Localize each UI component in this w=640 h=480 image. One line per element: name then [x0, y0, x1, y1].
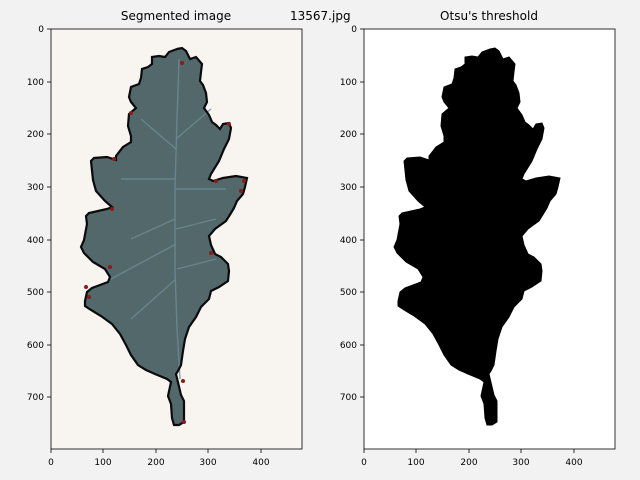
otsu-x-tick-label: 300: [512, 458, 529, 468]
segmented-y-tick-label: 500: [27, 288, 44, 298]
segmented-y-tick-label: 700: [27, 393, 44, 403]
segmented-image-panel: [50, 28, 303, 450]
otsu-y-tick-labels: 0 100 200 300 400 500 600 700: [340, 25, 357, 403]
otsu-y-tick-label: 400: [340, 236, 357, 246]
panel-title-otsu: Otsu's threshold: [440, 9, 538, 23]
otsu-image-panel: [363, 28, 616, 450]
segmented-y-tick-label: 100: [27, 78, 44, 88]
otsu-axes-frame: [363, 28, 616, 450]
otsu-y-tick-label: 200: [340, 130, 357, 140]
segmented-x-tick-label: 300: [199, 458, 216, 468]
segmented-x-tick-labels: 0 100 200 300 400: [48, 458, 270, 468]
segmented-y-axis: [47, 28, 51, 398]
otsu-x-tick-label: 0: [361, 458, 367, 468]
figure-title: 13567.jpg: [290, 9, 351, 23]
panel-title-segmented: Segmented image: [120, 9, 232, 23]
otsu-y-tick-label: 600: [340, 341, 357, 351]
otsu-y-tick-label: 700: [340, 393, 357, 403]
otsu-y-tick-label: 300: [340, 183, 357, 193]
segmented-y-tick-label: 600: [27, 341, 44, 351]
otsu-y-tick-label: 100: [340, 78, 357, 88]
segmented-x-tick-label: 0: [48, 458, 54, 468]
segmented-y-tick-labels: 0 100 200 300 400 500 600 700: [27, 25, 44, 403]
segmented-x-tick-label: 100: [94, 458, 111, 468]
leaf-veins: [110, 58, 226, 380]
otsu-x-tick-label: 200: [460, 458, 477, 468]
segmented-x-axis: [50, 449, 262, 453]
segmented-y-tick-label: 400: [27, 236, 44, 246]
otsu-x-tick-label: 400: [565, 458, 582, 468]
segmented-x-tick-label: 400: [252, 458, 269, 468]
edge-marks: [84, 61, 246, 424]
segmented-y-tick-label: 300: [27, 183, 44, 193]
otsu-y-tick-label: 0: [351, 25, 357, 35]
segmented-axes-frame: [50, 28, 303, 450]
segmented-y-tick-label: 0: [38, 25, 44, 35]
otsu-x-tick-labels: 0 100 200 300 400: [361, 458, 583, 468]
otsu-x-axis: [363, 449, 575, 453]
segmented-x-tick-label: 200: [147, 458, 164, 468]
otsu-y-axis: [360, 28, 364, 398]
otsu-x-tick-label: 100: [407, 458, 424, 468]
segmented-y-tick-label: 200: [27, 130, 44, 140]
otsu-y-tick-label: 500: [340, 288, 357, 298]
